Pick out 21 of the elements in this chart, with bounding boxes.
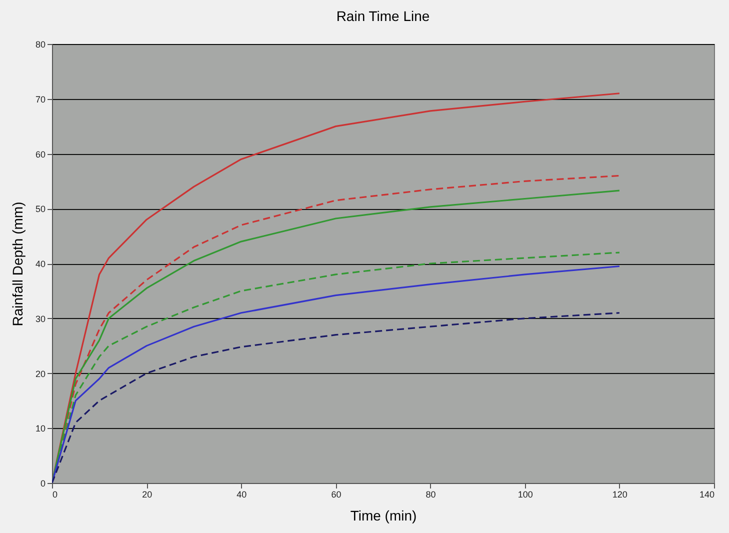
y-tick-label: 80 (35, 40, 46, 50)
y-tick-label: 50 (35, 204, 46, 214)
y-tick-label: 20 (35, 368, 46, 379)
x-tick-label: 0 (52, 490, 58, 500)
chart-title: Rain Time Line (336, 8, 430, 24)
x-axis-title: Time (min) (350, 508, 417, 524)
y-tick-label: 60 (35, 149, 46, 160)
x-tick-label: 100 (518, 490, 533, 500)
y-tick-label: 40 (35, 259, 46, 269)
y-tick-label: 70 (35, 94, 46, 104)
x-tick-label: 80 (426, 490, 436, 500)
y-tick-label: 10 (35, 424, 46, 434)
x-tick-label: 20 (142, 490, 152, 500)
x-tick-label: 60 (331, 490, 342, 500)
y-axis-title: Rainfall Depth (mm) (9, 202, 26, 326)
y-tick-label: 0 (40, 478, 46, 488)
x-tick-label: 140 (699, 490, 714, 500)
y-tick-label: 30 (35, 314, 46, 324)
line-series (52, 312, 620, 483)
x-tick-label: 120 (612, 490, 628, 500)
x-tick-label: 40 (236, 490, 247, 500)
